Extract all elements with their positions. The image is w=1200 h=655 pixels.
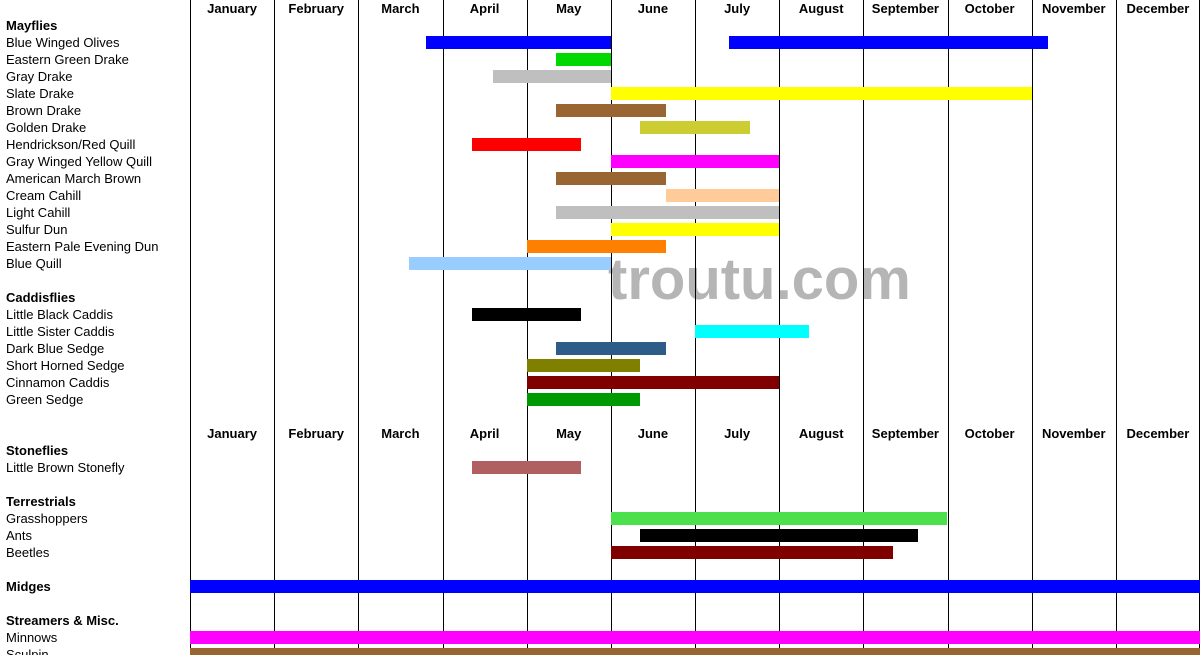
hatch-bar: [527, 359, 641, 372]
row-label: Little Black Caddis: [6, 306, 190, 323]
gridline: [190, 0, 191, 655]
row-label: Sculpin: [6, 646, 190, 655]
section-heading: Terrestrials: [6, 493, 190, 510]
month-header-cell: November: [1032, 425, 1116, 442]
row-label: Gray Winged Yellow Quill: [6, 153, 190, 170]
row-label: Green Sedge: [6, 391, 190, 408]
row-label: Little Sister Caddis: [6, 323, 190, 340]
month-header-cell: June: [611, 425, 695, 442]
row-label: Grasshoppers: [6, 510, 190, 527]
month-header-cell: July: [695, 0, 779, 17]
hatch-bar: [556, 172, 665, 185]
month-header-cell: February: [274, 0, 358, 17]
hatch-bar: [611, 155, 779, 168]
watermark-text: troutu.com: [608, 246, 911, 313]
month-header-cell: March: [358, 0, 442, 17]
month-header-cell: June: [611, 0, 695, 17]
timeline-grid: troutu.com JanuaryFebruaryMarchAprilMayJ…: [190, 0, 1200, 655]
month-header-cell: August: [779, 0, 863, 17]
row-label: Brown Drake: [6, 102, 190, 119]
row-label: Light Cahill: [6, 204, 190, 221]
gridline: [1032, 0, 1033, 655]
gridline: [274, 0, 275, 655]
section-heading: Caddisflies: [6, 289, 190, 306]
month-header-cell: July: [695, 425, 779, 442]
month-header-cell: October: [948, 0, 1032, 17]
section-heading: Mayflies: [6, 17, 190, 34]
month-header-cell: September: [863, 0, 947, 17]
row-label: Cinnamon Caddis: [6, 374, 190, 391]
gridline: [443, 0, 444, 655]
month-header-cell: January: [190, 0, 274, 17]
month-header-cell: May: [527, 425, 611, 442]
hatch-chart: MayfliesBlue Winged OlivesEastern Green …: [0, 0, 1200, 655]
hatch-bar: [556, 342, 665, 355]
month-header-cell: April: [443, 425, 527, 442]
hatch-bar: [472, 308, 581, 321]
hatch-bar: [611, 223, 779, 236]
row-label: Blue Winged Olives: [6, 34, 190, 51]
hatch-bar: [426, 36, 611, 49]
month-header-cell: September: [863, 425, 947, 442]
hatch-bar: [640, 529, 918, 542]
month-header-cell: March: [358, 425, 442, 442]
month-header-cell: December: [1116, 425, 1200, 442]
hatch-bar: [556, 104, 665, 117]
hatch-bar: [472, 138, 581, 151]
hatch-bar: [611, 546, 893, 559]
month-header-row: JanuaryFebruaryMarchAprilMayJuneJulyAugu…: [190, 0, 1200, 17]
month-header-cell: October: [948, 425, 1032, 442]
row-label: Minnows: [6, 629, 190, 646]
month-header-row: JanuaryFebruaryMarchAprilMayJuneJulyAugu…: [190, 425, 1200, 442]
section-heading: Streamers & Misc.: [6, 612, 190, 629]
hatch-bar: [666, 189, 780, 202]
hatch-bar: [640, 121, 749, 134]
gridline: [527, 0, 528, 655]
hatch-bar: [556, 206, 779, 219]
row-label: Eastern Pale Evening Dun: [6, 238, 190, 255]
row-label: Beetles: [6, 544, 190, 561]
hatch-bar: [611, 512, 948, 525]
row-label: American March Brown: [6, 170, 190, 187]
month-header-cell: November: [1032, 0, 1116, 17]
row-label: Slate Drake: [6, 85, 190, 102]
row-label: Sulfur Dun: [6, 221, 190, 238]
month-header-cell: December: [1116, 0, 1200, 17]
month-header-cell: May: [527, 0, 611, 17]
month-header-cell: January: [190, 425, 274, 442]
hatch-bar: [409, 257, 611, 270]
row-label: Little Brown Stonefly: [6, 459, 190, 476]
hatch-bar: [695, 325, 809, 338]
gridline: [358, 0, 359, 655]
row-label: Gray Drake: [6, 68, 190, 85]
hatch-bar: [190, 648, 1200, 655]
row-label: Eastern Green Drake: [6, 51, 190, 68]
section-heading: Midges: [6, 578, 190, 595]
month-header-cell: August: [779, 425, 863, 442]
hatch-bar: [556, 53, 611, 66]
hatch-bar: [527, 240, 666, 253]
hatch-bar: [190, 580, 1200, 593]
row-label: Golden Drake: [6, 119, 190, 136]
hatch-bar: [729, 36, 1049, 49]
row-label: Ants: [6, 527, 190, 544]
gridline: [1116, 0, 1117, 655]
month-header-cell: February: [274, 425, 358, 442]
row-label: Hendrickson/Red Quill: [6, 136, 190, 153]
hatch-bar: [493, 70, 611, 83]
row-label: Cream Cahill: [6, 187, 190, 204]
hatch-bar: [527, 393, 641, 406]
hatch-bar: [611, 87, 1032, 100]
row-label: Dark Blue Sedge: [6, 340, 190, 357]
row-label: Short Horned Sedge: [6, 357, 190, 374]
row-label: Blue Quill: [6, 255, 190, 272]
hatch-bar: [190, 631, 1200, 644]
hatch-bar: [472, 461, 581, 474]
section-heading: Stoneflies: [6, 442, 190, 459]
hatch-bar: [527, 376, 780, 389]
month-header-cell: April: [443, 0, 527, 17]
